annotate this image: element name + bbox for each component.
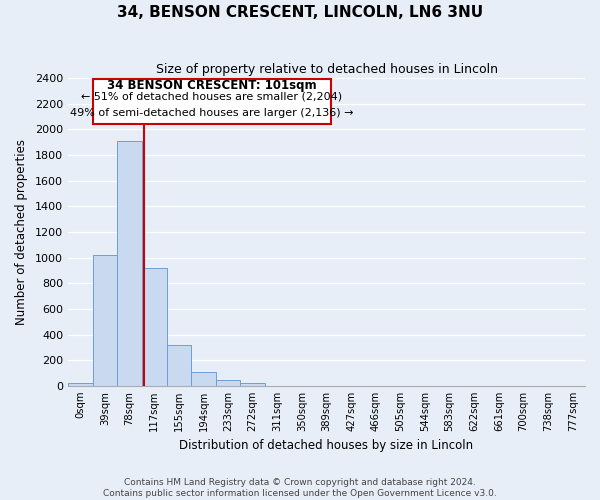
Bar	[241, 382, 265, 386]
Text: ← 51% of detached houses are smaller (2,204): ← 51% of detached houses are smaller (2,…	[82, 92, 343, 102]
Text: 49% of semi-detached houses are larger (2,136) →: 49% of semi-detached houses are larger (…	[70, 108, 354, 118]
Bar	[68, 384, 92, 386]
Bar	[191, 372, 216, 386]
Text: Contains HM Land Registry data © Crown copyright and database right 2024.
Contai: Contains HM Land Registry data © Crown c…	[103, 478, 497, 498]
Text: 34 BENSON CRESCENT: 101sqm: 34 BENSON CRESCENT: 101sqm	[107, 80, 317, 92]
Title: Size of property relative to detached houses in Lincoln: Size of property relative to detached ho…	[155, 62, 497, 76]
Y-axis label: Number of detached properties: Number of detached properties	[15, 139, 28, 325]
Bar	[167, 345, 191, 386]
X-axis label: Distribution of detached houses by size in Lincoln: Distribution of detached houses by size …	[179, 440, 473, 452]
FancyBboxPatch shape	[92, 80, 331, 124]
Bar	[92, 255, 117, 386]
Text: 34, BENSON CRESCENT, LINCOLN, LN6 3NU: 34, BENSON CRESCENT, LINCOLN, LN6 3NU	[117, 5, 483, 20]
Bar	[117, 141, 142, 386]
Bar	[142, 268, 167, 386]
Bar	[216, 380, 241, 386]
